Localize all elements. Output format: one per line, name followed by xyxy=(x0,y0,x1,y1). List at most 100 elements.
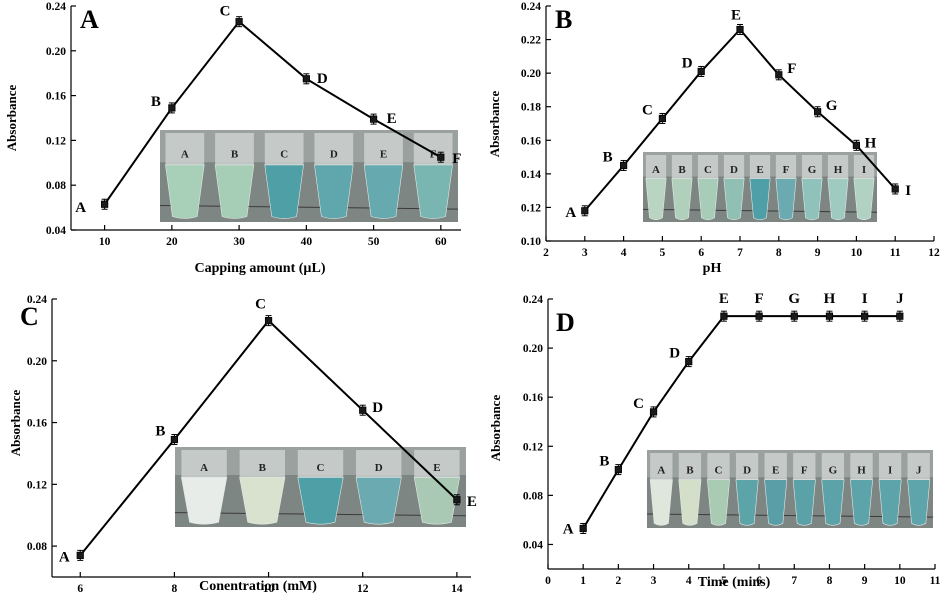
tube-liquid xyxy=(792,479,816,526)
tube-label: B xyxy=(259,462,267,474)
point-label: B xyxy=(151,94,161,110)
tube-liquid xyxy=(264,164,304,219)
tube-cap xyxy=(907,453,930,482)
y-tick-label: 0.04 xyxy=(46,225,66,237)
x-tick-label: 10 xyxy=(894,575,906,587)
x-tick-label: 6 xyxy=(77,583,83,594)
data-point xyxy=(302,75,310,83)
tube-cap xyxy=(413,133,453,167)
x-tick-label: 14 xyxy=(451,583,463,594)
point-label: A xyxy=(59,549,70,565)
tube-liquid xyxy=(850,479,873,526)
tube-cap xyxy=(793,453,816,482)
tube-label: B xyxy=(678,164,686,176)
tube-liquid xyxy=(735,479,759,526)
x-axis-title: pH xyxy=(703,261,722,276)
tube-label: D xyxy=(743,464,751,476)
tube-cap xyxy=(165,133,205,167)
data-point xyxy=(614,465,622,474)
panel-letter: B xyxy=(555,5,572,34)
point-label: E xyxy=(387,111,397,127)
tube-liquid xyxy=(181,477,228,525)
tube-label: A xyxy=(657,464,665,476)
tube-cap xyxy=(735,453,759,482)
tube-cap xyxy=(850,453,873,482)
data-point xyxy=(736,25,744,34)
tube-liquid xyxy=(413,164,453,219)
tube-label: G xyxy=(829,464,838,476)
tube-liquid xyxy=(297,477,344,525)
tube-label: B xyxy=(686,464,694,476)
point-label: C xyxy=(642,102,653,118)
point-label: G xyxy=(826,98,838,114)
point-label: A xyxy=(565,205,576,221)
tube-liquid xyxy=(165,164,205,219)
chart-panel-a: 0.04 0.08 0.12 0.16 0.20 0.24 10 20 30 40 50 60 Capp… xyxy=(4,1,461,276)
y-tick-label: 0.16 xyxy=(27,418,47,430)
cuvette-photo: A B C D E F G H I J xyxy=(646,450,934,528)
point-label: F xyxy=(755,291,764,307)
tube-liquid xyxy=(671,178,693,221)
tube-liquid xyxy=(821,479,845,526)
tube-liquid xyxy=(697,178,719,221)
tube-liquid xyxy=(801,178,823,221)
x-tick-label: 10 xyxy=(99,236,111,248)
data-point xyxy=(658,114,667,123)
data-point xyxy=(790,312,798,320)
panel-letter: A xyxy=(80,5,99,34)
point-label: H xyxy=(824,291,836,307)
data-point xyxy=(369,115,378,123)
point-label: D xyxy=(669,346,680,362)
x-tick-label: 5 xyxy=(660,247,666,259)
tube-cap xyxy=(878,453,902,482)
x-tick-label: 2 xyxy=(615,575,621,587)
x-tick-label: 20 xyxy=(166,236,178,248)
tube-label: C xyxy=(704,164,712,176)
tube-label: A xyxy=(200,462,208,474)
tube-cap xyxy=(181,450,227,479)
tube-liquid xyxy=(363,164,404,219)
point-label: B xyxy=(155,424,165,440)
y-tick-label: 0.04 xyxy=(523,539,543,551)
chart-panel-c: 0.08 0.12 0.16 0.20 0.24 6 8 10 12 14 Conentration… xyxy=(8,294,477,594)
y-axis-title: Absorbance xyxy=(8,390,23,457)
tube-label: C xyxy=(715,464,723,476)
y-tick-label: 0.12 xyxy=(523,441,543,453)
tube-cap xyxy=(239,450,285,479)
y-tick-label: 0.22 xyxy=(521,35,541,47)
tube-label: E xyxy=(380,149,387,161)
point-label: D xyxy=(372,400,383,416)
data-point xyxy=(581,207,589,215)
photo-upper-wall xyxy=(160,130,458,163)
panel-letter: C xyxy=(20,302,39,331)
data-point xyxy=(720,312,728,320)
tube-cap xyxy=(314,133,354,167)
x-tick-label: 2 xyxy=(543,247,549,259)
tube-cap xyxy=(297,450,344,479)
cuvette-photo: A B C D E xyxy=(174,447,467,527)
tube-cap xyxy=(645,155,667,181)
y-tick-label: 0.12 xyxy=(521,202,541,214)
y-tick-label: 0.16 xyxy=(521,135,541,147)
data-point xyxy=(359,406,367,414)
tube-liquid xyxy=(645,178,667,221)
y-tick-label: 0.18 xyxy=(521,102,541,114)
tube-label: F xyxy=(801,464,808,476)
x-tick-label: 8 xyxy=(172,583,178,594)
tube-label: D xyxy=(330,149,338,161)
data-point xyxy=(649,408,658,416)
tube-label: E xyxy=(433,462,440,474)
tube-liquid xyxy=(853,178,875,221)
y-tick-label: 0.08 xyxy=(27,541,47,553)
tube-liquid xyxy=(214,164,255,219)
data-point xyxy=(825,312,834,320)
tube-cap xyxy=(723,155,745,181)
tube-cap xyxy=(821,453,845,482)
tube-liquid xyxy=(355,477,402,525)
chart-panel-b: 0.10 0.12 0.14 0.16 0.18 0.20 0.22 0.24 2 3 4 5 6 7 8 9… xyxy=(487,1,940,276)
x-tick-label: 5 xyxy=(721,575,727,587)
x-tick-label: 30 xyxy=(233,236,245,248)
x-axis-title: Conentration (mM) xyxy=(199,579,317,594)
tube-cap xyxy=(356,450,402,479)
